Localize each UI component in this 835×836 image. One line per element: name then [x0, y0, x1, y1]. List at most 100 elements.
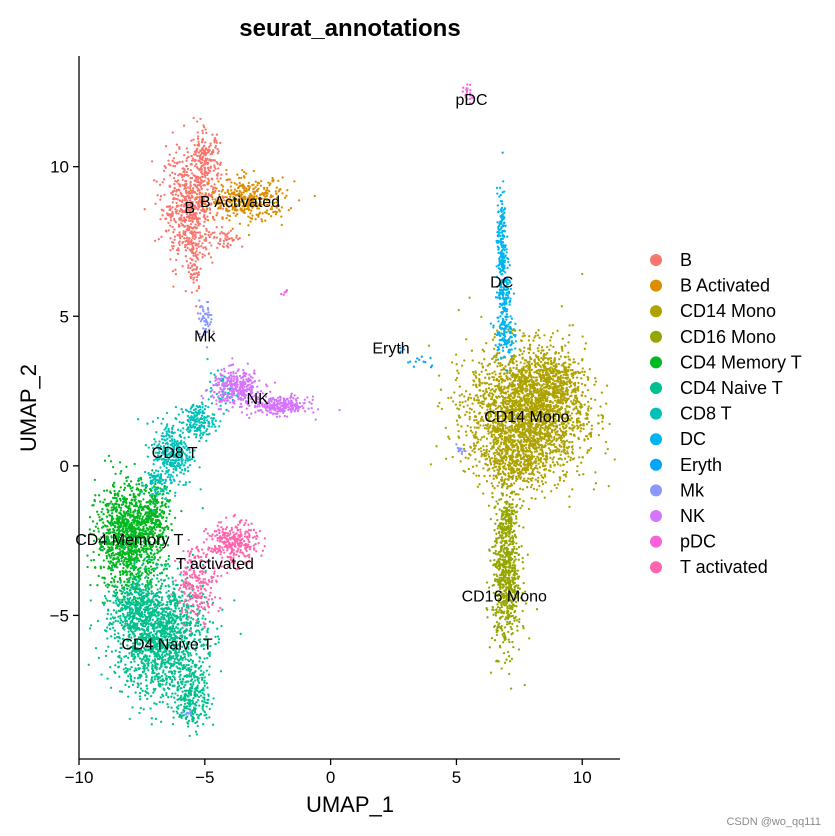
data-point [613, 458, 616, 461]
data-point [511, 563, 514, 567]
data-point [261, 212, 264, 215]
data-point [544, 426, 547, 429]
data-point [240, 191, 243, 194]
data-point [451, 400, 455, 403]
data-point [192, 281, 195, 284]
data-point [277, 208, 281, 211]
data-point [203, 220, 206, 224]
data-point [494, 373, 497, 376]
data-point [582, 424, 585, 427]
data-point [185, 212, 189, 216]
data-point [583, 370, 586, 373]
data-point [576, 464, 579, 468]
data-point [235, 236, 238, 239]
data-point [502, 372, 506, 376]
data-point [455, 419, 459, 422]
data-point [569, 432, 572, 436]
data-point [533, 440, 537, 443]
data-point [527, 339, 531, 342]
data-point [193, 174, 197, 178]
data-point [173, 165, 177, 168]
data-point [555, 406, 559, 409]
data-point [511, 375, 514, 378]
data-point [427, 344, 431, 347]
data-point [190, 176, 194, 180]
data-point [203, 254, 206, 257]
data-point [215, 141, 219, 144]
data-point [519, 444, 523, 447]
data-point [505, 658, 508, 661]
data-point [164, 145, 168, 148]
data-point [209, 233, 213, 236]
data-point [515, 453, 518, 456]
data-point [565, 470, 569, 474]
data-point [193, 206, 196, 209]
data-point [496, 452, 499, 456]
data-point [504, 396, 507, 399]
data-point [202, 199, 206, 202]
data-point [496, 605, 500, 609]
data-point [200, 168, 203, 171]
data-point [182, 174, 186, 177]
data-point [568, 333, 571, 337]
data-point [529, 464, 532, 467]
data-point [515, 364, 519, 367]
data-point [469, 429, 473, 432]
data-point [186, 173, 189, 177]
data-point [529, 434, 532, 437]
data-point [581, 370, 584, 373]
data-point [559, 429, 563, 432]
data-point [188, 213, 192, 217]
data-point [210, 244, 213, 247]
data-point [215, 236, 219, 239]
data-point [493, 463, 496, 466]
data-point [506, 571, 509, 574]
data-point [512, 513, 515, 516]
data-point [211, 261, 214, 264]
data-point [565, 446, 568, 449]
data-point [536, 437, 539, 440]
data-point [521, 429, 524, 432]
data-point [525, 479, 529, 482]
data-point [181, 167, 185, 170]
data-point [532, 376, 535, 379]
data-point [493, 454, 497, 458]
data-point [549, 366, 552, 369]
data-point [483, 358, 486, 361]
data-point [569, 400, 573, 403]
data-point [502, 398, 505, 401]
data-point [217, 180, 220, 183]
data-point [534, 444, 537, 447]
data-point [207, 168, 210, 172]
data-point [188, 226, 191, 230]
data-point [537, 458, 540, 462]
data-point [230, 237, 233, 240]
data-point [193, 164, 197, 168]
data-point [191, 200, 194, 204]
data-point [542, 386, 545, 389]
data-point [226, 214, 229, 217]
data-point [510, 441, 513, 445]
data-point [523, 436, 526, 439]
data-point [594, 398, 597, 402]
data-point [184, 179, 187, 183]
data-point [509, 367, 512, 370]
data-point [502, 467, 505, 470]
data-point [550, 393, 553, 396]
data-point [485, 390, 488, 393]
data-point [552, 456, 555, 459]
data-point [196, 175, 200, 179]
data-point [541, 399, 545, 402]
data-point [275, 186, 278, 189]
data-point [562, 390, 565, 393]
data-point [496, 365, 499, 368]
data-point [512, 396, 516, 400]
data-point [542, 355, 545, 358]
data-point [506, 607, 509, 610]
data-point [211, 216, 215, 220]
data-point [581, 367, 584, 370]
data-point [247, 206, 250, 209]
data-point [214, 146, 217, 149]
data-point [495, 512, 498, 516]
data-point [219, 204, 223, 207]
